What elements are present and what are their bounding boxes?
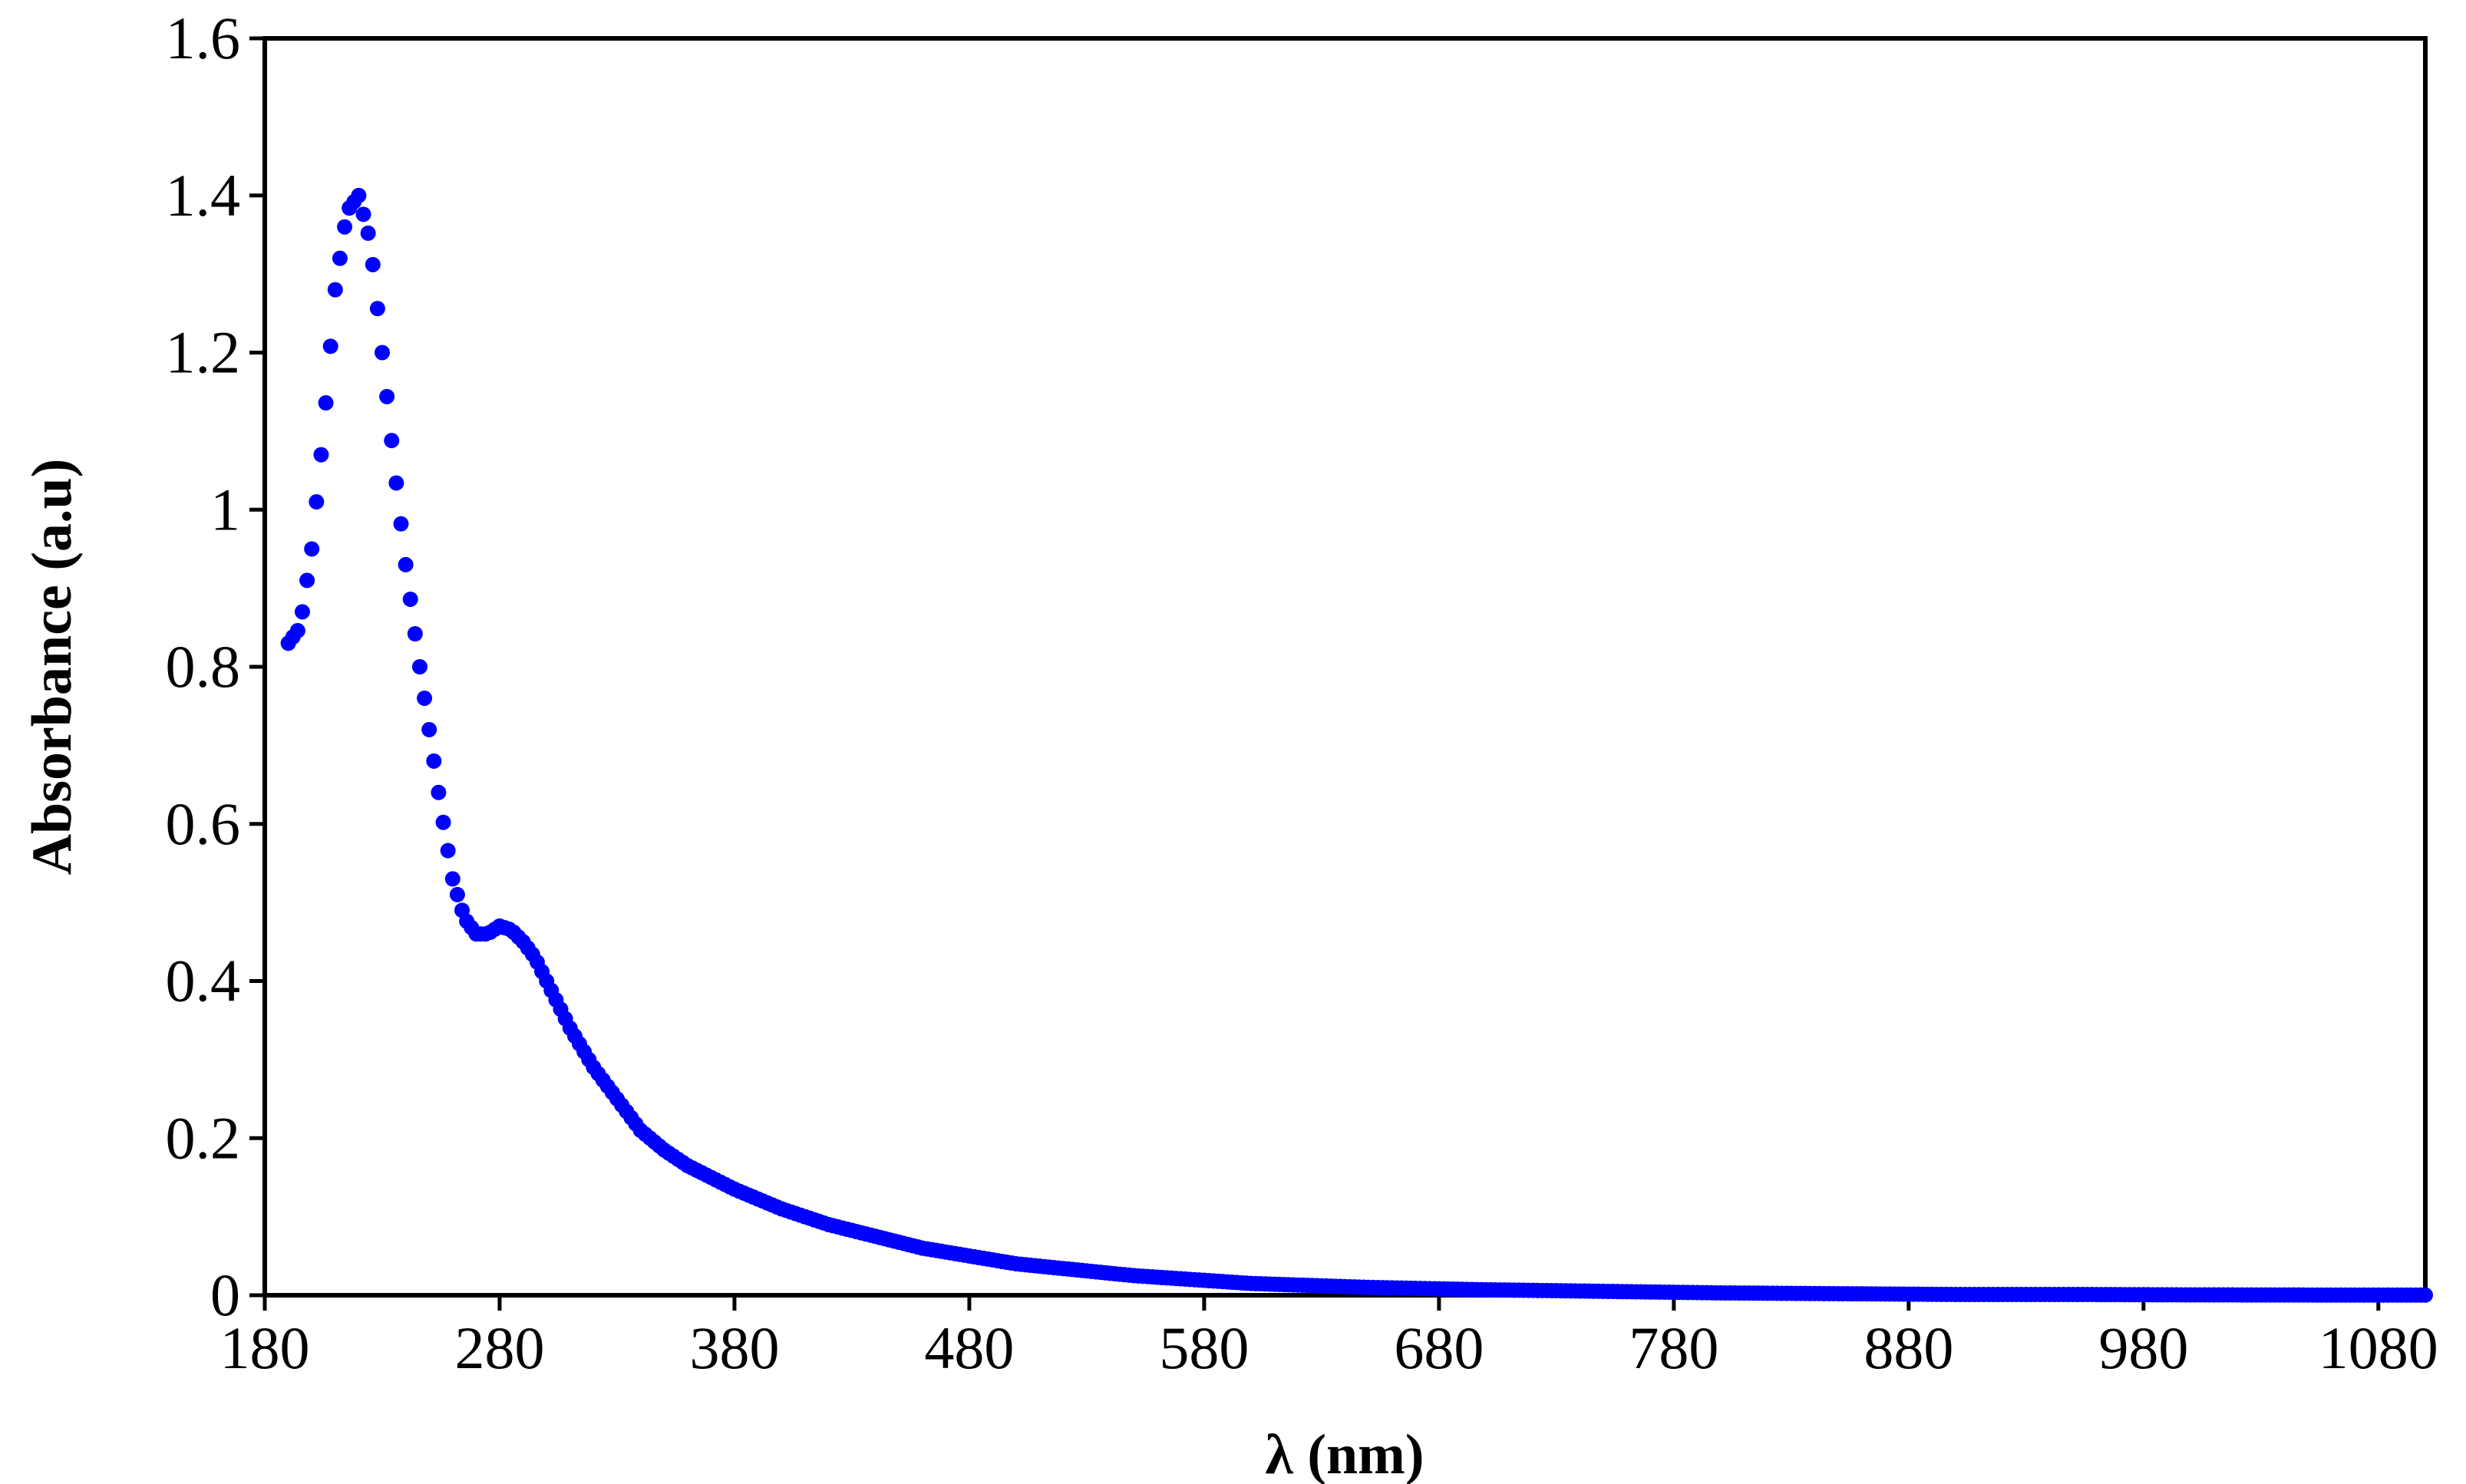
x-tick-label: 280 [454,1314,544,1381]
data-point [294,604,310,620]
data-point [309,494,325,510]
data-point [426,753,442,769]
plot-area-frame [262,36,2428,1298]
data-point [313,447,329,463]
data-point [411,659,428,674]
y-tick-label: 0.8 [166,633,241,700]
data-point [337,219,353,235]
data-point [299,572,315,589]
data-point [322,338,338,355]
x-tick-label: 1080 [2319,1314,2438,1381]
data-point [327,282,343,298]
data-point [351,187,367,203]
data-point [289,622,305,638]
data-point [384,433,400,449]
data-point [393,516,409,532]
x-tick-label: 780 [1629,1314,1718,1381]
data-point [304,541,320,557]
data-point [407,626,423,642]
y-tick-label: 0.6 [166,790,241,857]
y-tick-label: 1.6 [166,5,241,71]
x-tick-label: 980 [2098,1314,2188,1381]
data-point [417,690,433,706]
data-point [318,395,334,411]
data-point [374,345,390,361]
data-point [435,814,451,830]
x-tick-label: 680 [1394,1314,1484,1381]
y-tick-label: 0.4 [166,948,241,1014]
data-point [398,556,414,572]
data-point [431,784,447,800]
data-series [280,187,2433,1303]
x-tick-label: 480 [924,1314,1014,1381]
data-point [355,206,371,223]
data-point [444,871,461,887]
y-axis: 0 0.2 0.4 0.6 0.8 1 1.2 1.4 1.6 [166,5,265,1328]
y-tick-label: 0.2 [166,1104,241,1171]
data-point [388,475,404,491]
y-axis-title: Absorbance (a.u) [21,459,84,876]
data-point [2418,1287,2433,1303]
y-tick-label: 1 [210,476,240,542]
data-point [369,301,385,317]
y-tick-label: 1.4 [166,162,241,229]
data-point [379,388,395,404]
data-point [421,721,437,737]
x-tick-label: 180 [220,1314,310,1381]
x-tick-label: 580 [1159,1314,1249,1381]
x-axis: 180 280 380 480 580 680 780 880 980 1080 [220,1295,2438,1381]
x-tick-label: 880 [1864,1314,1953,1381]
x-axis-title: λ (nm) [1266,1423,1424,1484]
data-point [365,256,381,272]
data-point [332,250,348,266]
data-point [402,591,418,607]
data-point [360,225,376,241]
data-point [440,843,456,859]
y-tick-label: 0 [210,1261,240,1328]
x-tick-label: 380 [689,1314,779,1381]
y-tick-label: 1.2 [166,319,241,386]
data-point [449,886,465,902]
